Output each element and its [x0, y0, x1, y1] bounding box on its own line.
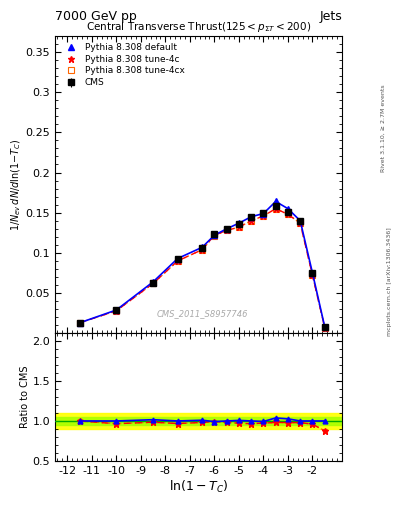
Pythia 8.308 tune-4cx — [322, 325, 327, 331]
Pythia 8.308 tune-4c — [249, 218, 253, 224]
Pythia 8.308 tune-4c — [175, 258, 180, 264]
Pythia 8.308 tune-4cx — [212, 233, 217, 239]
Pythia 8.308 default — [200, 244, 204, 250]
Pythia 8.308 tune-4c — [322, 325, 327, 331]
Pythia 8.308 default — [298, 218, 303, 224]
Pythia 8.308 tune-4c — [200, 247, 204, 253]
Bar — [55, 413, 342, 429]
Y-axis label: Ratio to CMS: Ratio to CMS — [20, 366, 29, 429]
Pythia 8.308 default — [212, 232, 217, 238]
Pythia 8.308 tune-4cx — [237, 224, 241, 230]
Pythia 8.308 tune-4cx — [249, 218, 253, 224]
Pythia 8.308 tune-4c — [237, 224, 241, 230]
Pythia 8.308 tune-4c — [310, 272, 315, 279]
Pythia 8.308 tune-4cx — [286, 211, 290, 218]
Text: CMS_2011_S8957746: CMS_2011_S8957746 — [156, 309, 248, 318]
Pythia 8.308 tune-4cx — [151, 281, 156, 287]
Pythia 8.308 default — [261, 210, 266, 217]
Pythia 8.308 default — [237, 220, 241, 226]
Line: Pythia 8.308 tune-4cx: Pythia 8.308 tune-4cx — [77, 206, 327, 330]
Pythia 8.308 tune-4cx — [298, 220, 303, 226]
Pythia 8.308 default — [151, 279, 156, 285]
Pythia 8.308 tune-4c — [224, 227, 229, 233]
Pythia 8.308 tune-4cx — [274, 206, 278, 212]
Pythia 8.308 default — [322, 324, 327, 330]
Pythia 8.308 tune-4cx — [114, 308, 119, 314]
Pythia 8.308 tune-4cx — [224, 227, 229, 233]
Title: Central Transverse Thrust$(125 < p_{\Sigma T} < 200)$: Central Transverse Thrust$(125 < p_{\Sig… — [86, 20, 311, 34]
Pythia 8.308 tune-4c — [261, 213, 266, 219]
Pythia 8.308 default — [114, 307, 119, 313]
Pythia 8.308 default — [286, 206, 290, 212]
Legend: Pythia 8.308 default, Pythia 8.308 tune-4c, Pythia 8.308 tune-4cx, CMS: Pythia 8.308 default, Pythia 8.308 tune-… — [59, 40, 187, 90]
Pythia 8.308 default — [274, 198, 278, 204]
X-axis label: $\ln(1-T_C)$: $\ln(1-T_C)$ — [169, 478, 228, 495]
Pythia 8.308 tune-4cx — [261, 213, 266, 219]
Text: 7000 GeV pp: 7000 GeV pp — [55, 10, 137, 23]
Pythia 8.308 tune-4c — [286, 211, 290, 218]
Pythia 8.308 tune-4cx — [310, 272, 315, 279]
Pythia 8.308 tune-4c — [77, 320, 82, 326]
Y-axis label: $1/N_{ev}\,dN/d\ln(1{-}T_C)$: $1/N_{ev}\,dN/d\ln(1{-}T_C)$ — [9, 138, 23, 231]
Pythia 8.308 default — [175, 255, 180, 262]
Pythia 8.308 default — [77, 320, 82, 326]
Text: mcplots.cern.ch [arXiv:1306.3436]: mcplots.cern.ch [arXiv:1306.3436] — [387, 227, 391, 336]
Line: Pythia 8.308 tune-4c: Pythia 8.308 tune-4c — [76, 205, 328, 331]
Bar — [55, 417, 342, 425]
Pythia 8.308 default — [224, 226, 229, 232]
Pythia 8.308 tune-4c — [212, 232, 217, 238]
Pythia 8.308 default — [310, 270, 315, 276]
Pythia 8.308 tune-4cx — [200, 247, 204, 253]
Line: Pythia 8.308 default: Pythia 8.308 default — [77, 199, 327, 330]
Pythia 8.308 tune-4cx — [77, 320, 82, 326]
Pythia 8.308 tune-4c — [274, 206, 278, 212]
Pythia 8.308 tune-4c — [298, 220, 303, 226]
Pythia 8.308 tune-4c — [151, 281, 156, 287]
Pythia 8.308 default — [249, 214, 253, 220]
Pythia 8.308 tune-4cx — [175, 258, 180, 264]
Text: Rivet 3.1.10, ≥ 2.7M events: Rivet 3.1.10, ≥ 2.7M events — [381, 84, 386, 172]
Pythia 8.308 tune-4c — [114, 308, 119, 314]
Text: Jets: Jets — [319, 10, 342, 23]
